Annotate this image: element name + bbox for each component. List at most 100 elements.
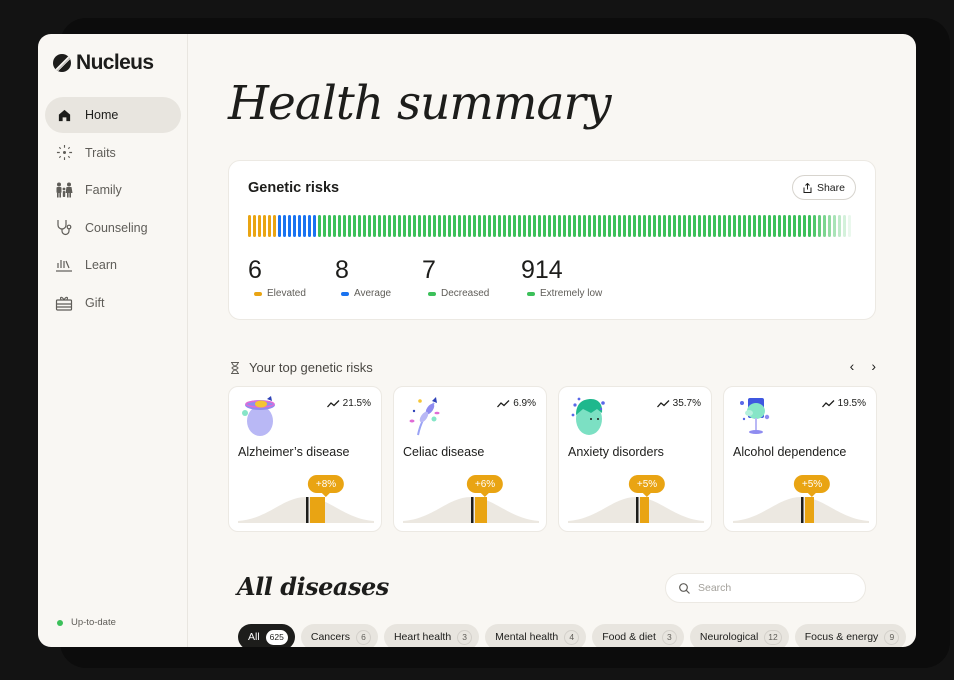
risk-segment bbox=[688, 215, 691, 237]
risk-segment bbox=[518, 215, 521, 237]
risk-segment bbox=[628, 215, 631, 237]
filter-chip-cancers[interactable]: Cancers 6 bbox=[300, 624, 378, 647]
risk-segment bbox=[523, 215, 526, 237]
sidebar-item-label: Traits bbox=[85, 145, 116, 160]
risk-segment bbox=[248, 215, 251, 237]
risk-segment bbox=[273, 215, 276, 237]
risk-segment bbox=[388, 215, 391, 237]
risk-segment bbox=[658, 215, 661, 237]
stat-extremely-low: 914 Extremely low bbox=[521, 257, 602, 299]
risk-segment bbox=[258, 215, 261, 237]
sidebar-item-traits[interactable]: Traits bbox=[45, 135, 181, 171]
stat-label: Average bbox=[354, 288, 392, 299]
sidebar-item-label: Family bbox=[85, 183, 122, 198]
share-button[interactable]: Share bbox=[791, 175, 856, 200]
risk-segment bbox=[463, 215, 466, 237]
risk-segment bbox=[443, 215, 446, 237]
risk-segment bbox=[773, 215, 776, 237]
sidebar-item-label: Learn bbox=[85, 258, 117, 273]
sidebar-item-counseling[interactable]: Counseling bbox=[45, 210, 181, 246]
disease-name: Anxiety disorders bbox=[568, 445, 664, 459]
risk-segment bbox=[848, 215, 851, 237]
sidebar-item-gift[interactable]: Gift bbox=[45, 285, 181, 321]
stethoscope-icon bbox=[55, 219, 73, 237]
sidebar-item-home[interactable]: Home bbox=[45, 97, 181, 133]
risk-segment bbox=[323, 215, 326, 237]
search-input[interactable] bbox=[698, 582, 848, 594]
wheat-illustration-icon bbox=[409, 397, 440, 436]
risk-card-alcohol[interactable]: 19.5% Alcohol dependence +5% bbox=[723, 386, 877, 532]
filter-chip-mental-health[interactable]: Mental health 4 bbox=[485, 624, 587, 647]
risk-segment bbox=[738, 215, 741, 237]
risk-segment bbox=[458, 215, 461, 237]
risk-segment bbox=[608, 215, 611, 237]
extremely-low-legend-icon bbox=[527, 291, 535, 296]
risk-segment bbox=[393, 215, 396, 237]
risk-segment bbox=[613, 215, 616, 237]
stat-label: Decreased bbox=[441, 288, 490, 299]
stat-label: Extremely low bbox=[540, 288, 603, 299]
filter-chip-all[interactable]: All 625 bbox=[238, 624, 295, 647]
top-risks-heading: Your top genetic risks bbox=[230, 360, 373, 375]
risk-segment bbox=[348, 215, 351, 237]
risk-segment bbox=[653, 215, 656, 237]
risk-segment bbox=[743, 215, 746, 237]
risk-segment bbox=[283, 215, 286, 237]
carousel-prev-button[interactable]: ‹ bbox=[849, 358, 855, 374]
risk-segment bbox=[278, 215, 281, 237]
risk-segment bbox=[433, 215, 436, 237]
risk-segment bbox=[788, 215, 791, 237]
risk-segment bbox=[593, 215, 596, 237]
risk-segment bbox=[733, 215, 736, 237]
risk-card-anxiety[interactable]: 35.7% Anxiety disorders +5% bbox=[558, 386, 712, 532]
logo[interactable]: Nucleus bbox=[53, 51, 154, 75]
risk-card-celiac[interactable]: 6.9% Celiac disease +6% bbox=[393, 386, 547, 532]
risk-segment bbox=[668, 215, 671, 237]
risk-segment bbox=[753, 215, 756, 237]
risk-segment bbox=[408, 215, 411, 237]
risk-segment bbox=[568, 215, 571, 237]
risk-segment bbox=[548, 215, 551, 237]
risk-percentage: 21.5% bbox=[326, 398, 371, 409]
risk-segment bbox=[598, 215, 601, 237]
risk-segment bbox=[638, 215, 641, 237]
app-window: Nucleus Home Traits Family bbox=[38, 34, 916, 647]
filter-chip-food-diet[interactable]: Food & diet 3 bbox=[592, 624, 684, 647]
sidebar: Nucleus Home Traits Family bbox=[38, 34, 188, 647]
sidebar-item-learn[interactable]: Learn bbox=[45, 247, 181, 283]
stat-value: 914 bbox=[521, 256, 563, 284]
carousel-next-button[interactable]: › bbox=[871, 358, 876, 374]
risk-segment bbox=[573, 215, 576, 237]
filter-chip-focus-energy[interactable]: Focus & energy 9 bbox=[794, 624, 907, 647]
risk-segment bbox=[428, 215, 431, 237]
risk-segment bbox=[683, 215, 686, 237]
sidebar-nav: Home Traits Family Counseling bbox=[45, 97, 181, 323]
risk-card-alzheimers[interactable]: 21.5% Alzheimer’s disease +8% bbox=[228, 386, 382, 532]
risk-segment bbox=[398, 215, 401, 237]
risk-segment bbox=[558, 215, 561, 237]
disease-search[interactable] bbox=[665, 573, 866, 603]
risk-segment bbox=[618, 215, 621, 237]
home-icon bbox=[55, 106, 73, 124]
risk-segment bbox=[828, 215, 831, 237]
risk-segment bbox=[673, 215, 676, 237]
chip-label: Neurological bbox=[699, 631, 759, 643]
top-risks-title: Your top genetic risks bbox=[249, 360, 373, 375]
chip-label: Cancers bbox=[310, 631, 350, 643]
filter-chip-neurological[interactable]: Neurological 12 bbox=[689, 624, 789, 647]
risk-percentage: 35.7% bbox=[656, 398, 701, 409]
stat-elevated: 6 Elevated bbox=[248, 257, 335, 299]
risk-segment bbox=[418, 215, 421, 237]
risk-segment bbox=[383, 215, 386, 237]
sidebar-item-family[interactable]: Family bbox=[45, 172, 181, 208]
risk-segment bbox=[603, 215, 606, 237]
risk-segment bbox=[508, 215, 511, 237]
risk-segment bbox=[533, 215, 536, 237]
risk-segment bbox=[438, 215, 441, 237]
share-icon bbox=[803, 182, 812, 193]
risk-segment bbox=[263, 215, 266, 237]
risk-segment bbox=[403, 215, 406, 237]
trend-up-icon bbox=[821, 399, 835, 407]
filter-chip-heart-health[interactable]: Heart health 3 bbox=[383, 624, 480, 647]
risk-segment bbox=[338, 215, 341, 237]
